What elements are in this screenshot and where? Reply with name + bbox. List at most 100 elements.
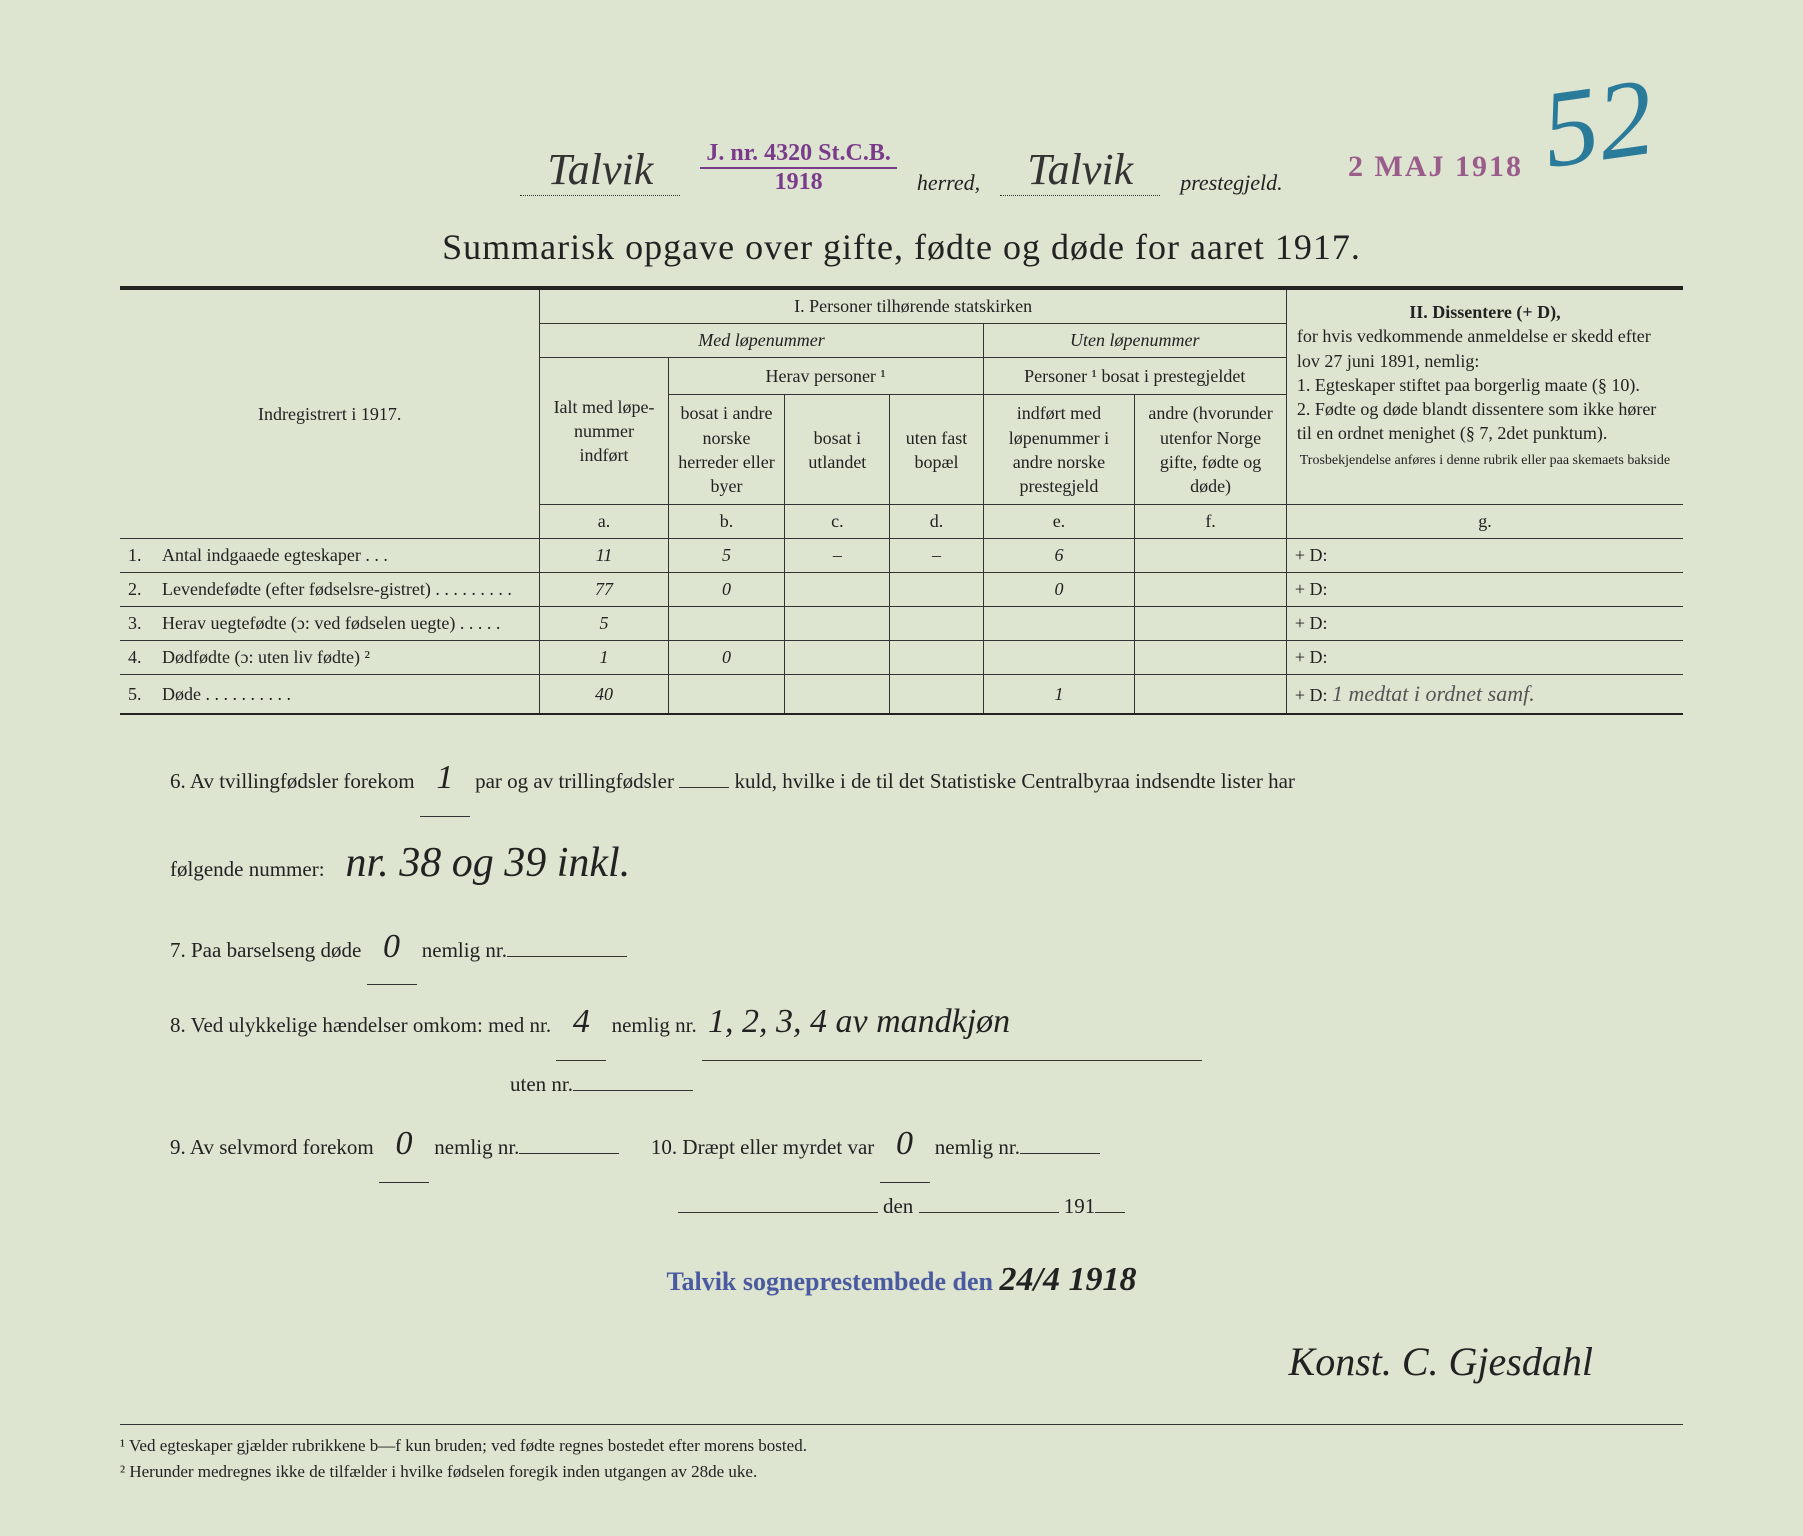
- date-blank: den 191: [170, 1183, 1633, 1229]
- cell: [668, 675, 785, 715]
- prestegjeld-field: Talvik: [1000, 144, 1160, 196]
- sign-date: 24/4 1918: [1000, 1261, 1137, 1298]
- cell: [1135, 675, 1287, 715]
- row-label: Dødfødte (ɔ: uten liv fødte) ²: [162, 647, 370, 667]
- table-row: 3.Herav uegtefødte (ɔ: ved fødselen uegt…: [120, 607, 1683, 641]
- med-lope-head: Med løpenummer: [540, 324, 983, 358]
- personer-bosat-head: Personer ¹ bosat i prestegjeldet: [983, 358, 1286, 395]
- cell-diss: + D: 1 medtat i ordnet samf.: [1286, 675, 1683, 715]
- q10-val: 0: [880, 1107, 930, 1183]
- q7: 7. Paa barselseng døde 0 nemlig nr.: [170, 910, 1633, 986]
- q6-val1: 1: [420, 741, 470, 817]
- main-table: Indregistrert i 1917. I. Personer tilhør…: [120, 286, 1683, 715]
- row-label: Døde . . . . . . . . . .: [162, 684, 291, 704]
- cell: [785, 675, 890, 715]
- prestegjeld-label: prestegjeld.: [1180, 170, 1282, 196]
- cell: 0: [668, 641, 785, 675]
- stamp-year: 1918: [700, 169, 896, 196]
- col-e-head: indført med løpenummer i andre norske pr…: [983, 395, 1135, 505]
- cell: 0: [668, 573, 785, 607]
- table-row: 4.Dødfødte (ɔ: uten liv fødte) ² 1 0 + D…: [120, 641, 1683, 675]
- cell: 11: [540, 539, 668, 573]
- letter-b: b.: [668, 505, 785, 539]
- q9-val: 0: [379, 1107, 429, 1183]
- cell: [983, 607, 1135, 641]
- stamp-jnr: J. nr. 4320 St.C.B.: [700, 140, 896, 169]
- cell: [668, 607, 785, 641]
- cell-diss: + D:: [1286, 573, 1683, 607]
- table-row: 2.Levendefødte (efter fødselsre-gistret)…: [120, 573, 1683, 607]
- letter-e: e.: [983, 505, 1135, 539]
- row-num: 3.: [128, 613, 162, 634]
- letter-c: c.: [785, 505, 890, 539]
- q8-hw: 1, 2, 3, 4 av mandkjøn: [702, 985, 1202, 1061]
- section2-head: II. Dissentere (+ D), for hvis vedkommen…: [1286, 288, 1683, 505]
- row-label: Herav uegtefødte (ɔ: ved fødselen uegte)…: [162, 613, 500, 633]
- cell: [1135, 641, 1287, 675]
- herred-field: Talvik: [520, 144, 680, 196]
- q9-q10: 9. Av selvmord forekom 0 nemlig nr. 10. …: [170, 1107, 1633, 1183]
- col-f-head: andre (hvorunder utenfor Norge gifte, fø…: [1135, 395, 1287, 505]
- diss-note: 1 medtat i ordnet samf.: [1332, 681, 1535, 706]
- letter-g: g.: [1286, 505, 1683, 539]
- cell: [785, 607, 890, 641]
- signature: Konst. C. Gjesdahl: [170, 1318, 1633, 1406]
- cell: 77: [540, 573, 668, 607]
- row-num: 4.: [128, 647, 162, 668]
- col-c-head: bosat i utlandet: [785, 395, 890, 505]
- page-title: Summarisk opgave over gifte, fødte og dø…: [120, 226, 1683, 268]
- cell: 5: [540, 607, 668, 641]
- herav-head: Herav personer ¹: [668, 358, 983, 395]
- cell-diss: + D:: [1286, 539, 1683, 573]
- col-d-head: uten fast bopæl: [890, 395, 983, 505]
- uten-lope-head: Uten løpenummer: [983, 324, 1286, 358]
- footnote-1: ¹ Ved egteskaper gjælder rubrikkene b—f …: [120, 1433, 1683, 1459]
- cell: 0: [983, 573, 1135, 607]
- cell-diss: + D:: [1286, 607, 1683, 641]
- table-row: 1.Antal indgaaede egteskaper . . . 11 5 …: [120, 539, 1683, 573]
- cell-diss: + D:: [1286, 641, 1683, 675]
- cell: 1: [540, 641, 668, 675]
- q6: 6. Av tvillingfødsler forekom 1 par og a…: [170, 741, 1633, 817]
- row-num: 2.: [128, 579, 162, 600]
- sign-stamp: Talvik sogneprestembede den 24/4 1918: [170, 1243, 1633, 1318]
- section2-small: Trosbekjendelse anføres i denne rubrik e…: [1297, 452, 1673, 471]
- section1-head: I. Personer tilhørende statskirken: [540, 288, 1286, 324]
- col-a-head: Ialt med løpe-nummer indført: [540, 358, 668, 505]
- letter-d: d.: [890, 505, 983, 539]
- col-b-head: bosat i andre norske herreder eller byer: [668, 395, 785, 505]
- date-stamp: 2 MAJ 1918: [1348, 150, 1523, 184]
- cell: [890, 675, 983, 715]
- footnote-2: ² Herunder medregnes ikke de tilfælder i…: [120, 1459, 1683, 1485]
- section2-body: for hvis vedkommende anmeldelse er skedd…: [1297, 324, 1673, 373]
- cell: [890, 641, 983, 675]
- cell: 1: [983, 675, 1135, 715]
- cell: 40: [540, 675, 668, 715]
- q6-hw: nr. 38 og 39 inkl.: [346, 840, 631, 886]
- row-num: 5.: [128, 684, 162, 705]
- cell: –: [785, 539, 890, 573]
- q8: 8. Ved ulykkelige hændelser omkom: med n…: [170, 985, 1633, 1061]
- section2-title: II. Dissentere (+ D),: [1297, 300, 1673, 324]
- cell: –: [890, 539, 983, 573]
- cell: 5: [668, 539, 785, 573]
- row-num: 1.: [128, 545, 162, 566]
- journal-stamp: J. nr. 4320 St.C.B. 1918: [700, 140, 896, 196]
- cell: [1135, 539, 1287, 573]
- footnotes: ¹ Ved egteskaper gjælder rubrikkene b—f …: [120, 1424, 1683, 1484]
- cell: [983, 641, 1135, 675]
- cell: [785, 641, 890, 675]
- cell: [1135, 573, 1287, 607]
- letter-a: a.: [540, 505, 668, 539]
- section2-item2: 2. Fødte og døde blandt dissentere som i…: [1297, 397, 1673, 446]
- section2-item1: 1. Egteskaper stiftet paa borgerlig maat…: [1297, 373, 1673, 397]
- cell: 6: [983, 539, 1135, 573]
- notes-section: 6. Av tvillingfødsler forekom 1 par og a…: [120, 741, 1683, 1406]
- row-label: Antal indgaaede egteskaper . . .: [162, 545, 388, 565]
- cell: [890, 573, 983, 607]
- page-number: 52: [1535, 53, 1662, 194]
- q7-val: 0: [367, 910, 417, 986]
- letter-f: f.: [1135, 505, 1287, 539]
- table-row: 5.Døde . . . . . . . . . . 40 1 + D: 1 m…: [120, 675, 1683, 715]
- q6-line2: følgende nummer: nr. 38 og 39 inkl.: [170, 817, 1633, 909]
